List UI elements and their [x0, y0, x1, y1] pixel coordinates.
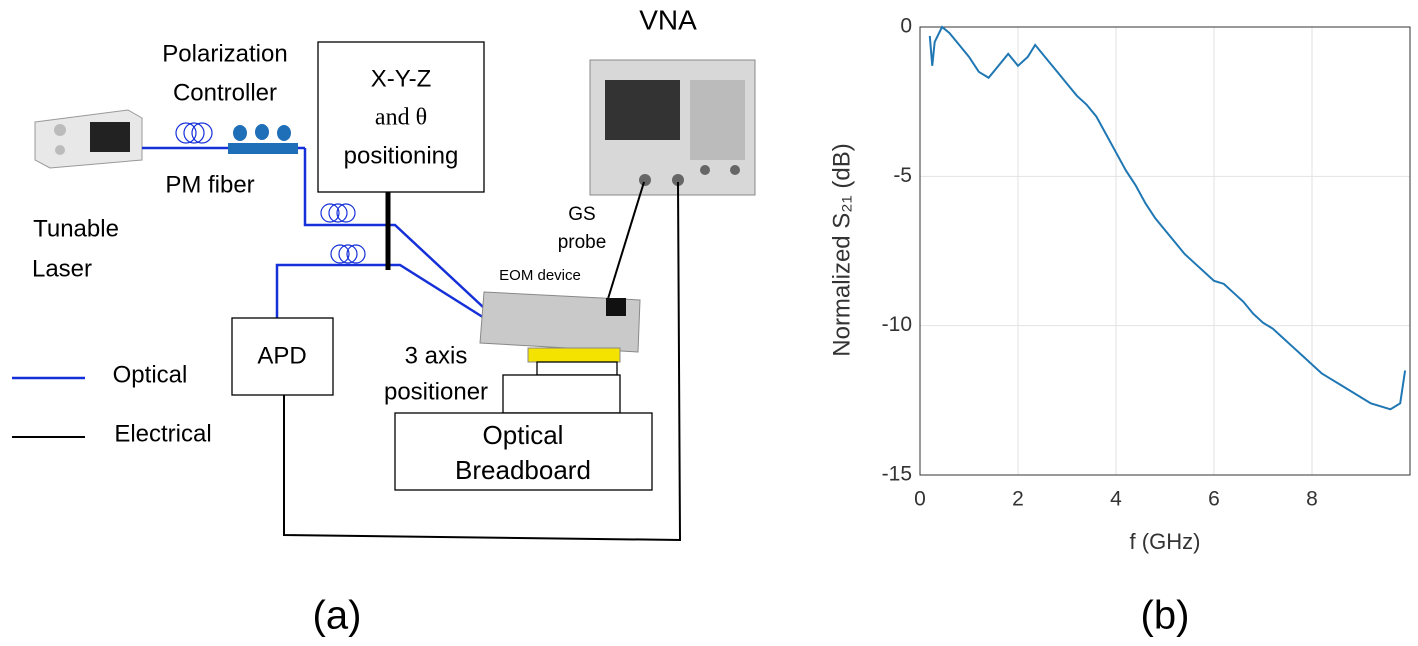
label: Optical: [483, 420, 564, 450]
laser-image: [35, 110, 142, 168]
polarization-controller: [228, 143, 298, 154]
label: and θ: [375, 105, 427, 131]
mount: [537, 362, 617, 375]
figure: Polarization Controller PM fiber Tunable…: [0, 0, 1418, 646]
label: EOM device: [499, 267, 581, 284]
y-tick-label: -10: [882, 313, 912, 336]
fiber-coil: [176, 123, 212, 143]
y-tick-label: -15: [882, 463, 912, 486]
label: Laser: [32, 255, 92, 282]
legend-label: Electrical: [114, 420, 211, 447]
panel-label: (b): [1141, 594, 1190, 638]
probe-head: [606, 298, 626, 316]
label: Breadboard: [455, 455, 591, 485]
label: GS: [568, 204, 595, 225]
label: 3 axis: [405, 342, 468, 369]
label: Polarization: [162, 40, 287, 67]
mount: [528, 348, 620, 362]
x-tick-label: 8: [1306, 488, 1318, 511]
plot-frame: [920, 27, 1410, 475]
data-line: [930, 27, 1405, 409]
x-tick-label: 2: [1012, 488, 1024, 511]
paddles: [233, 124, 291, 141]
x-tick-label: 6: [1208, 488, 1220, 511]
y-tick-label: -5: [893, 164, 912, 187]
legend-label: Optical: [113, 361, 188, 388]
positioner-box: [503, 375, 620, 413]
label: Controller: [173, 79, 277, 106]
y-tick-label: 0: [900, 15, 912, 38]
label: probe: [558, 232, 607, 253]
probe-cable: [607, 182, 644, 302]
label: X-Y-Z: [371, 65, 431, 92]
label: PM fiber: [165, 171, 254, 198]
x-tick-label: 4: [1110, 488, 1122, 511]
label: positioner: [384, 378, 488, 405]
label: APD: [257, 342, 306, 369]
panel-label: (a): [313, 594, 362, 638]
label: Tunable: [33, 215, 119, 242]
y-axis-label: Normalized S₂₁ (dB): [828, 143, 855, 356]
label: VNA: [639, 4, 697, 35]
vna-image: [590, 60, 755, 195]
x-axis-label: f (GHz): [1130, 529, 1201, 554]
fiber: [277, 265, 497, 326]
x-tick-label: 0: [914, 488, 926, 511]
label: positioning: [344, 142, 459, 169]
fiber-coil: [321, 204, 365, 263]
